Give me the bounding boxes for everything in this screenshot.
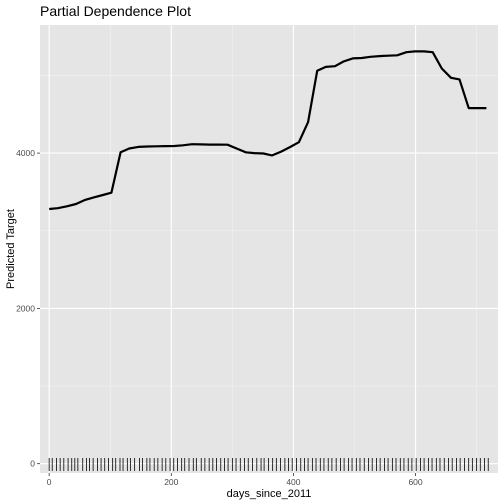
plot-panel [40, 25, 498, 473]
y-tick-label: 2000 [16, 303, 35, 313]
x-axis-title: days_since_2011 [227, 488, 312, 500]
partial-dependence-line [49, 50, 487, 211]
x-tick-label: 600 [408, 477, 422, 487]
x-axis-ticks: 0 200 400 600 [47, 473, 423, 487]
y-tick-label: 0 [30, 459, 35, 469]
minor-gridlines [40, 25, 498, 473]
y-axis-title: Predicted Target [5, 209, 17, 289]
x-tick-label: 400 [286, 477, 300, 487]
major-gridlines [40, 25, 498, 473]
x-tick-label: 200 [164, 477, 178, 487]
x-tick-label: 0 [47, 477, 52, 487]
rug-marks [48, 458, 489, 471]
y-axis-ticks: 0 2000 4000 [16, 148, 40, 469]
y-tick-label: 4000 [16, 148, 35, 158]
chart-title: Partial Dependence Plot [40, 3, 191, 19]
